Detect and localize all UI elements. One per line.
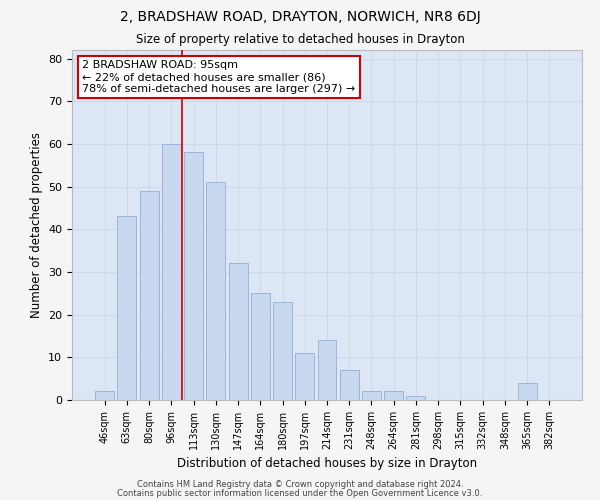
Bar (251, 294, 270, 400)
Text: Size of property relative to detached houses in Drayton: Size of property relative to detached ho… (136, 32, 464, 46)
Text: 2, BRADSHAW ROAD, DRAYTON, NORWICH, NR8 6DJ: 2, BRADSHAW ROAD, DRAYTON, NORWICH, NR8 … (119, 10, 481, 24)
Bar (273, 302, 292, 400)
Text: Contains public sector information licensed under the Open Government Licence v3: Contains public sector information licen… (118, 488, 482, 498)
Bar (362, 392, 381, 400)
Bar (406, 396, 425, 400)
Bar (95, 392, 114, 400)
Bar (184, 152, 203, 400)
Bar (384, 392, 403, 400)
Bar (162, 144, 181, 400)
X-axis label: Distribution of detached houses by size in Drayton: Distribution of detached houses by size … (177, 458, 477, 470)
Bar (295, 353, 314, 400)
Bar (518, 383, 536, 400)
Y-axis label: Number of detached properties: Number of detached properties (29, 132, 43, 318)
Bar (340, 370, 359, 400)
Text: Contains HM Land Registry data © Crown copyright and database right 2024.: Contains HM Land Registry data © Crown c… (137, 480, 463, 489)
Bar (140, 191, 158, 400)
Bar (229, 264, 248, 400)
Text: 2 BRADSHAW ROAD: 95sqm
← 22% of detached houses are smaller (86)
78% of semi-det: 2 BRADSHAW ROAD: 95sqm ← 22% of detached… (82, 60, 355, 94)
Bar (118, 216, 136, 400)
Bar (317, 340, 337, 400)
Bar (206, 182, 225, 400)
